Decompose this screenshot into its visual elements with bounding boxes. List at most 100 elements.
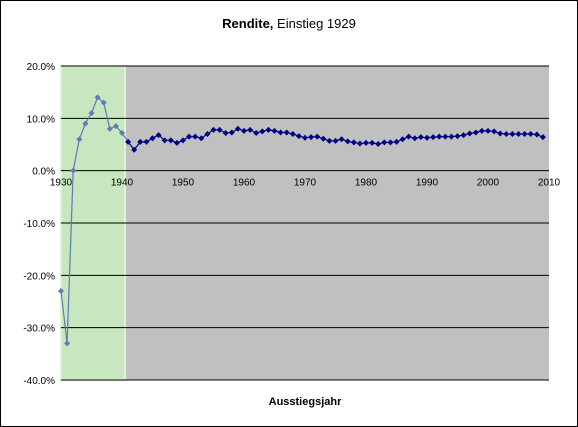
data-point <box>100 99 107 106</box>
data-point <box>161 137 168 144</box>
data-point <box>88 110 95 117</box>
data-point <box>210 126 217 133</box>
data-point <box>125 138 132 145</box>
data-point <box>149 135 156 142</box>
data-point <box>131 146 138 153</box>
data-point <box>454 133 461 140</box>
data-point <box>241 127 247 134</box>
data-point <box>283 129 290 136</box>
data-point <box>356 140 363 147</box>
data-point <box>350 139 357 146</box>
data-point <box>259 128 266 135</box>
data-point <box>521 131 528 138</box>
data-point <box>82 120 89 127</box>
data-point <box>70 167 77 174</box>
series-line-segment <box>78 123 86 140</box>
data-point <box>363 139 369 146</box>
data-point <box>308 134 315 141</box>
series-line-segment <box>103 102 111 129</box>
data-point <box>58 288 64 295</box>
y-tick-label: 20.0% <box>27 62 55 73</box>
data-point <box>424 134 430 141</box>
data-point <box>314 133 321 140</box>
x-tick-label: 1950 <box>172 178 195 189</box>
data-point <box>491 128 498 135</box>
x-tick-label: 1980 <box>355 178 378 189</box>
data-point <box>186 133 193 140</box>
data-point <box>332 137 339 144</box>
data-point <box>295 133 302 140</box>
data-point <box>143 138 150 145</box>
data-point <box>64 340 71 347</box>
series-line-segment <box>72 139 80 171</box>
data-point <box>234 125 241 132</box>
data-point <box>539 134 546 141</box>
data-point <box>472 129 479 136</box>
data-point <box>485 127 491 134</box>
data-point <box>436 133 443 140</box>
x-tick-label: 1970 <box>294 178 317 189</box>
data-point <box>460 132 467 139</box>
y-tick-label: 0.0% <box>32 167 55 178</box>
series-markers <box>58 94 546 347</box>
data-point <box>106 125 113 132</box>
data-point <box>393 138 400 145</box>
data-point <box>320 135 327 142</box>
data-point <box>338 136 345 143</box>
data-point <box>344 138 351 145</box>
y-tick-labels: 20.0% 10.0% 0.0% -10.0% -20.0% -30.0% -40.0% <box>23 62 55 387</box>
data-point <box>222 129 229 136</box>
data-point <box>216 126 223 133</box>
data-point <box>228 129 235 136</box>
data-point <box>466 130 473 137</box>
data-point <box>265 126 272 133</box>
data-point <box>399 136 406 143</box>
data-point <box>503 131 510 138</box>
data-point <box>155 132 162 139</box>
x-tick-label: 2000 <box>477 178 500 189</box>
data-point <box>94 94 101 101</box>
data-point <box>180 137 186 144</box>
data-point <box>387 139 394 146</box>
data-point <box>198 135 205 142</box>
x-tick-label: 1940 <box>111 178 134 189</box>
data-point <box>271 127 278 134</box>
x-tick-label: 2010 <box>538 178 561 189</box>
y-tick-label: -20.0% <box>23 271 55 282</box>
data-point <box>289 131 296 138</box>
data-point <box>302 134 308 141</box>
data-point <box>375 140 382 147</box>
y-tick-label: -40.0% <box>23 376 55 387</box>
data-point <box>192 133 199 140</box>
chart-title: Rendite, Einstieg 1929 <box>222 16 356 31</box>
data-point <box>527 131 534 138</box>
data-point <box>515 131 522 138</box>
data-point <box>405 133 412 140</box>
chart-title-regular: Einstieg 1929 <box>273 16 355 31</box>
series-line-segment <box>66 170 74 344</box>
data-point <box>478 127 485 134</box>
data-point <box>204 131 211 138</box>
data-point <box>448 133 455 140</box>
x-tick-label: 1930 <box>50 178 73 189</box>
x-axis-title: Ausstiegsjahr <box>269 396 342 408</box>
y-tick-label: 10.0% <box>27 114 55 125</box>
data-point <box>509 131 516 138</box>
data-point <box>326 137 333 144</box>
y-tick-label: -30.0% <box>23 324 55 335</box>
series-line-segment <box>90 97 99 114</box>
x-tick-label: 1990 <box>416 178 439 189</box>
data-point <box>497 130 504 137</box>
x-tick-label: 1960 <box>233 178 256 189</box>
data-point <box>76 136 83 143</box>
data-point <box>381 139 388 146</box>
data-point <box>533 131 540 138</box>
data-point <box>137 138 144 145</box>
series-line-segment <box>60 290 68 344</box>
data-point <box>277 129 284 136</box>
data-point <box>112 123 119 130</box>
data-point <box>430 134 437 141</box>
data-point <box>173 139 180 146</box>
